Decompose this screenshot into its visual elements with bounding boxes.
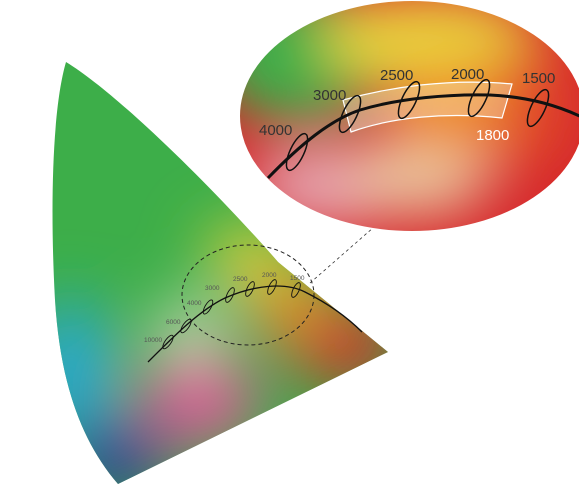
main-label-1500: 1500	[290, 275, 305, 282]
isotherm-ellipse	[180, 318, 192, 334]
zoom-inset	[239, 0, 579, 232]
zoom-isotherm-ellipse	[338, 94, 362, 134]
zoom-isotherm-ellipse	[397, 80, 421, 120]
main-label-6000: 6000	[166, 319, 181, 326]
main-label-2500: 2500	[233, 276, 248, 283]
isotherm-ellipse	[291, 282, 301, 298]
zoom-isotherm-ellipse	[285, 132, 309, 172]
zoom-inset-border	[238, 0, 579, 233]
zoom-temperature-labels: 4000 3000 2500 2000 1500 1800	[259, 66, 555, 144]
zoom-label-2000: 2000	[451, 66, 484, 83]
main-label-4000: 4000	[187, 300, 202, 307]
zoom-isotherm-ellipses	[285, 78, 550, 172]
main-temperature-labels: 10000 6000 4000 3000 2500 2000 1500	[144, 272, 305, 344]
zoom-isotherm-ellipse	[526, 88, 550, 128]
zoom-label-1800: 1800	[476, 127, 509, 144]
main-label-10000: 10000	[144, 337, 162, 344]
isotherm-ellipse	[225, 287, 235, 303]
isotherm-ellipse	[202, 299, 214, 315]
planckian-locus-curve	[147, 285, 363, 363]
isotherm-ellipse	[267, 279, 277, 295]
zoom-label-2500: 2500	[380, 67, 413, 84]
isotherm-ellipse	[245, 281, 255, 297]
zoom-connector-line	[309, 219, 383, 284]
zoom-locus-curve	[266, 93, 579, 180]
isotherm-ellipse	[162, 334, 174, 350]
zoom-label-3000: 3000	[313, 87, 346, 104]
zoom-label-4000: 4000	[259, 122, 292, 139]
zoom-isotherm-ellipse	[467, 78, 491, 118]
main-label-3000: 3000	[205, 285, 220, 292]
main-label-2000: 2000	[262, 272, 277, 279]
isotherm-ellipses	[162, 279, 301, 350]
magnifier-region	[181, 244, 315, 346]
zoom-label-1500: 1500	[522, 70, 555, 87]
